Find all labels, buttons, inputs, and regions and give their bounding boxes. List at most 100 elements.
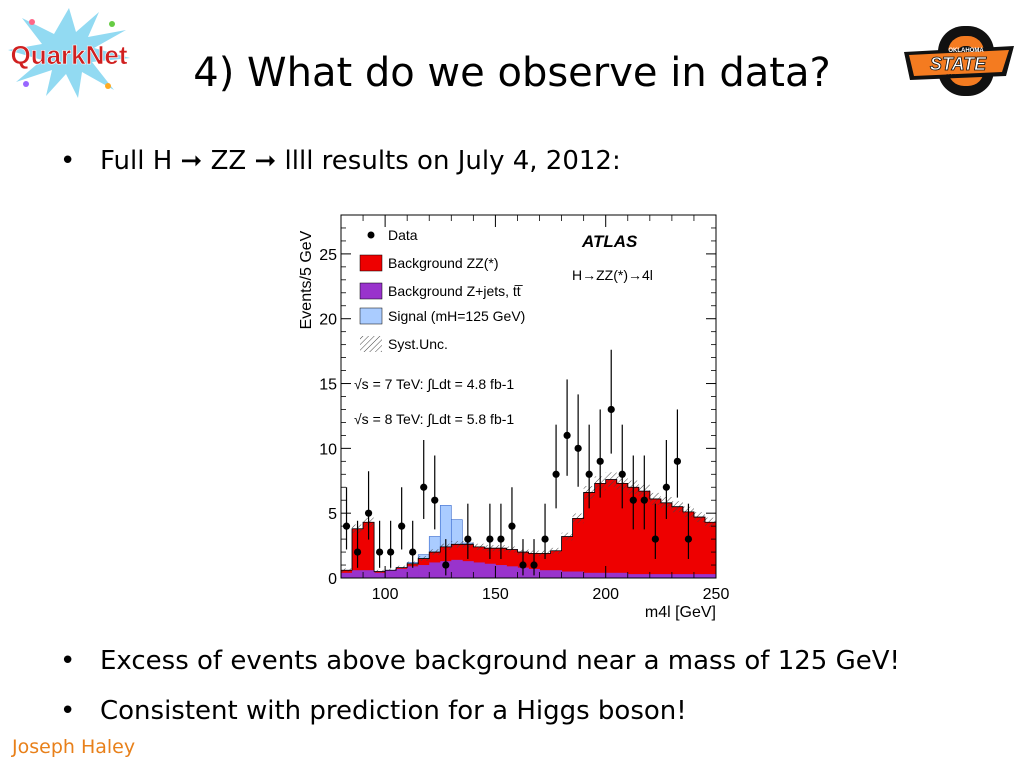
bullet-dot: • [60, 646, 76, 676]
y-tick-label: 25 [319, 247, 337, 264]
legend-zz-label: Background ZZ(*) [388, 255, 498, 271]
zjets-background-bar [363, 570, 375, 578]
osu-emblem-icon [904, 26, 1014, 96]
bullet-text: Consistent with prediction for a Higgs b… [100, 696, 687, 726]
y-axis-label: Events/5 GeV [298, 230, 315, 329]
y-tick-label: 5 [328, 506, 337, 523]
x-tick-label: 250 [703, 586, 730, 603]
zz-background-bar [660, 502, 673, 578]
zjets-background-bar [484, 563, 496, 578]
legend-zjets-swatch [359, 282, 383, 300]
zjets-background-bar [473, 562, 485, 578]
zjets-background-bar [627, 574, 640, 578]
zjets-background-bar [451, 559, 463, 578]
data-point [662, 483, 670, 491]
zz-background-bar [550, 550, 562, 578]
zz-background-bar [638, 491, 651, 578]
y-tick-label: 20 [319, 312, 337, 329]
zjets-background-bar [671, 574, 684, 578]
zjets-background-bar [638, 574, 651, 578]
zz-background-bar [484, 548, 496, 578]
data-point [464, 535, 472, 543]
zjets-background-bar [704, 574, 717, 578]
starburst-icon [8, 8, 130, 98]
osu-logo-subtext2: UNIVERSITY [946, 73, 973, 78]
zjets-background-bar [539, 570, 551, 578]
zjets-background-bar [462, 561, 474, 578]
zjets-background-bar [407, 566, 419, 578]
data-point [618, 470, 626, 478]
data-point [376, 548, 384, 556]
zjets-background-bar [495, 565, 507, 578]
zz-background-bar [605, 479, 618, 578]
zz-background-bar [671, 506, 684, 578]
data-point [519, 561, 527, 569]
channel-label: H→ZZ(*)→4l [572, 267, 653, 283]
y-tick-label: 10 [319, 441, 337, 458]
x-tick-label: 200 [592, 586, 619, 603]
bullet-item: • Consistent with prediction for a Higgs … [60, 696, 687, 726]
data-point [409, 548, 417, 556]
zjets-background-bar [418, 565, 430, 578]
y-tick-label: 15 [319, 377, 337, 394]
quarknet-logo-text: QuarkNet [10, 40, 127, 70]
data-point [420, 483, 428, 491]
zjets-background-bar [616, 572, 629, 578]
zjets-background-bar [572, 571, 585, 578]
data-point [596, 457, 604, 465]
legend: Data Background ZZ(*) Background Z+jets,… [354, 227, 525, 427]
osu-logo: OKLAHOMA STATE UNIVERSITY [904, 26, 1014, 96]
background-outline [340, 479, 716, 578]
data-point [387, 548, 395, 556]
zz-background-bar [594, 483, 607, 578]
data-point [530, 561, 538, 569]
legend-signal-label: Signal (mH=125 GeV) [388, 308, 525, 324]
zjets-background-bar [506, 566, 518, 578]
zz-background-bar [572, 518, 585, 578]
annotation-7tev: √s = 7 TeV: ∫Ldt = 4.8 fb-1 [354, 376, 514, 392]
x-tick-label: 100 [372, 586, 399, 603]
data-point [574, 444, 582, 452]
bullet-item: • Full H ➞ ZZ ➞ llll results on July 4, 2… [60, 146, 621, 176]
zjets-background-bar [693, 574, 706, 578]
zz-background-bar [616, 483, 629, 578]
zjets-background-bar [583, 572, 596, 578]
zjets-background-bar [682, 574, 695, 578]
data-point [673, 457, 681, 465]
data-point [684, 535, 693, 543]
zz-background-bar [561, 536, 574, 578]
data-point [497, 535, 505, 543]
data-point [486, 535, 494, 543]
data-point [431, 496, 439, 504]
zjets-background-bar [605, 572, 618, 578]
annotation-8tev: √s = 8 TeV: ∫Ldt = 5.8 fb-1 [354, 411, 514, 427]
zz-background-bar [363, 522, 375, 578]
legend-data-label: Data [388, 227, 418, 243]
zz-background-bar [693, 517, 706, 578]
zjets-background-bar [550, 570, 562, 578]
footer-author: Joseph Haley [12, 736, 136, 758]
bullet-text: Excess of events above background near a… [100, 646, 900, 676]
legend-syst-label: Syst.Unc. [388, 336, 448, 352]
data-point [640, 496, 648, 504]
zjets-background-bar [374, 572, 386, 578]
legend-data-marker [367, 231, 375, 239]
osu-logo-text: STATE [930, 54, 987, 74]
bullet-text: Full H ➞ ZZ ➞ llll results on July 4, 20… [100, 146, 621, 176]
data-point [508, 522, 516, 530]
bullet-item: • Excess of events above background near … [60, 646, 900, 676]
y-tick-label: 0 [328, 571, 337, 588]
data-point [353, 548, 362, 556]
zz-background-bar [704, 522, 717, 578]
data-point [607, 405, 615, 414]
zz-background-bar [506, 549, 518, 578]
zjets-background-bar [352, 570, 364, 578]
legend-syst-swatch [360, 336, 382, 352]
data-point [442, 561, 450, 569]
legend-signal-swatch [359, 307, 383, 325]
zz-background-bar [583, 492, 596, 578]
zjets-background-bar [649, 574, 662, 578]
zjets-background-bar [396, 568, 408, 578]
zz-background-bar [495, 548, 507, 578]
zjets-background-bar [561, 571, 574, 578]
